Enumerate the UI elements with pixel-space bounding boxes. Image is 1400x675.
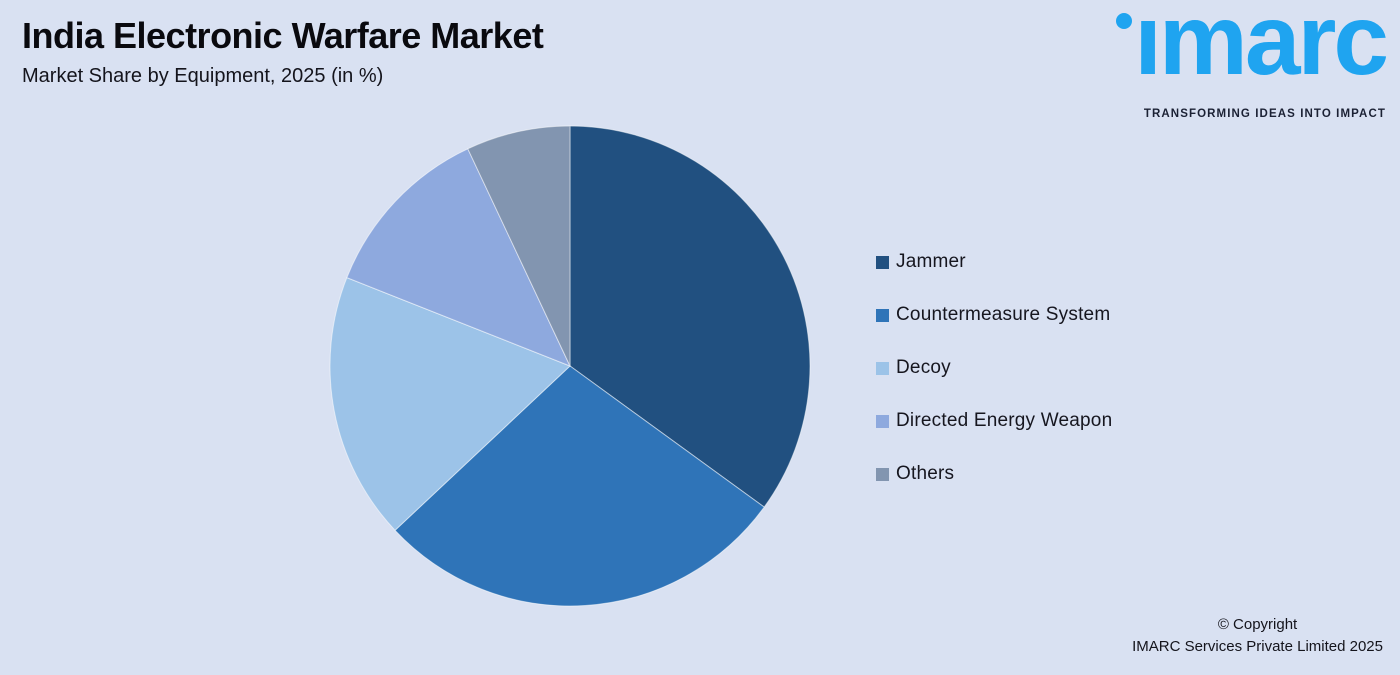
copyright: © Copyright IMARC Services Private Limit… xyxy=(1132,614,1383,658)
header: India Electronic Warfare Market Market S… xyxy=(22,14,544,88)
legend-item-directed-energy-weapon: Directed Energy Weapon xyxy=(876,409,1112,433)
legend-item-others: Others xyxy=(876,462,1112,486)
legend-swatch-icon xyxy=(876,467,889,481)
imarc-logo: ımarc TRANSFORMING IDEAS INTO IMPACT xyxy=(1114,0,1389,128)
legend-label: Decoy xyxy=(896,357,951,378)
pie-chart-container xyxy=(329,125,811,607)
legend-swatch-icon xyxy=(876,255,889,269)
legend-item-countermeasure-system: Countermeasure System xyxy=(876,303,1112,327)
legend-item-jammer: Jammer xyxy=(876,250,1112,274)
copyright-line1: © Copyright xyxy=(1217,616,1298,633)
legend-swatch-icon xyxy=(876,308,889,322)
logo-brand-text: ımarc xyxy=(1134,0,1389,96)
legend-label: Directed Energy Weapon xyxy=(896,410,1113,431)
logo-dot-icon xyxy=(1116,13,1132,29)
legend-label: Countermeasure System xyxy=(896,304,1111,325)
page-title: India Electronic Warfare Market xyxy=(22,15,544,56)
legend-label: Jammer xyxy=(896,251,966,272)
legend-swatch-icon xyxy=(876,361,889,375)
pie-slice-decoy xyxy=(329,277,571,531)
chart-legend: Jammer Countermeasure System Decoy Directed… xyxy=(876,250,1112,486)
legend-label: Others xyxy=(896,463,955,484)
pie-chart xyxy=(329,125,811,607)
pie-slice-others xyxy=(467,125,571,367)
legend-swatch-icon xyxy=(876,414,889,428)
page-subtitle: Market Share by Equipment, 2025 (in %) xyxy=(22,65,384,88)
pie-slice-directed-energy-weapon xyxy=(346,148,571,367)
pie-slice-countermeasure-system xyxy=(394,365,765,607)
logo-tagline: TRANSFORMING IDEAS INTO IMPACT xyxy=(1143,108,1386,120)
pie-slice-jammer xyxy=(569,125,811,508)
legend-item-decoy: Decoy xyxy=(876,356,1112,380)
copyright-line2: IMARC Services Private Limited 2025 xyxy=(1132,638,1383,655)
